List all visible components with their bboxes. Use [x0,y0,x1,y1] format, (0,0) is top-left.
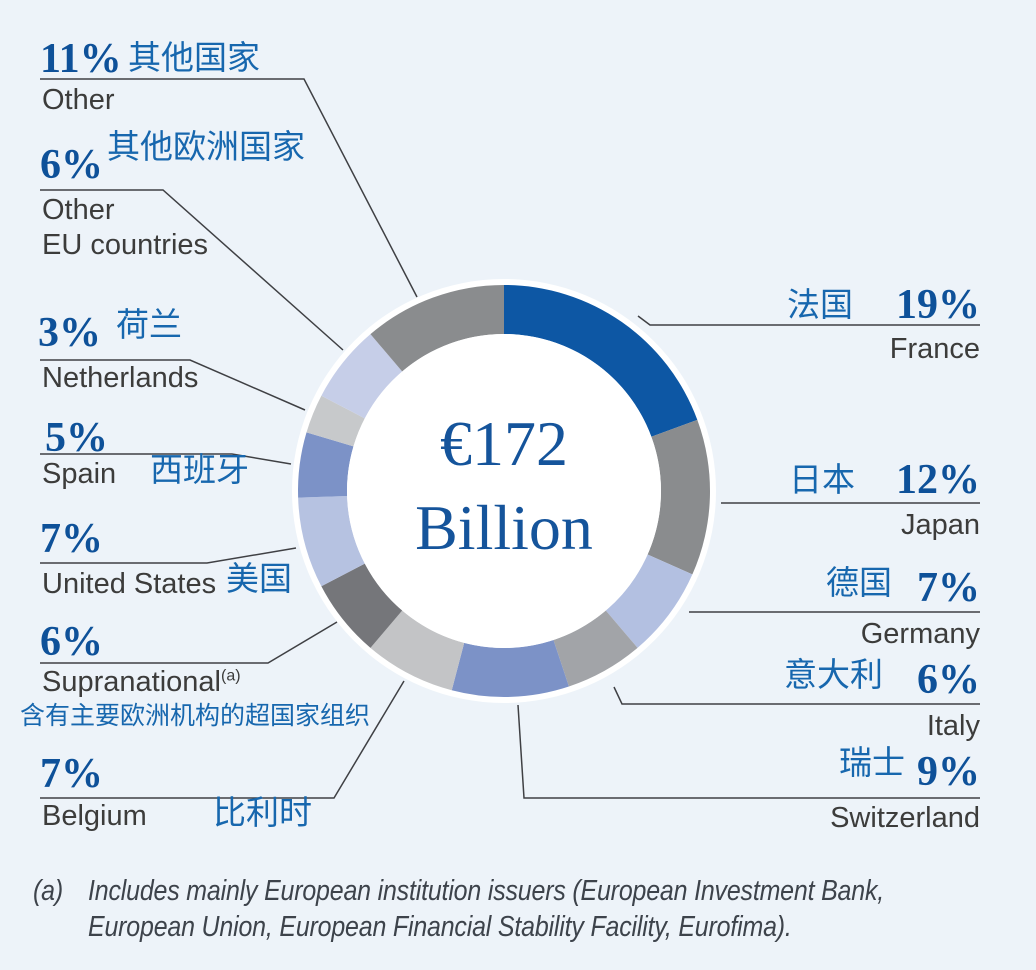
netherlands-label-en: Netherlands [42,362,199,394]
supranational-label-en: Supranational(a) [42,668,241,697]
united-states-percent: 7% [40,516,103,562]
belgium-label-en: Belgium [42,800,147,832]
leader-line-switzerland [517,704,980,799]
switzerland-label-zh: 瑞士 [839,743,905,782]
segment-switzerland [451,640,569,697]
switzerland-label-en: Switzerland [830,802,980,834]
footnote-line-2: European Union, European Financial Stabi… [88,911,792,943]
segment-belgium [370,610,465,691]
spain-label-en: Spain [42,458,117,490]
germany-label-zh: 德国 [826,563,892,602]
leader-line-other-eu [40,189,344,351]
donut-hole [347,334,661,648]
leader-line-italy [613,686,980,705]
united-states-label-en: United States [42,568,217,600]
segment-supranational [321,563,403,648]
united-states-label-zh: 美国 [226,559,292,598]
segment-spain [298,432,354,498]
leader-line-supranational [40,621,338,664]
other-eu-percent: 6% [40,142,103,188]
japan-label-zh: 日本 [789,460,855,499]
netherlands-percent: 3% [38,310,101,356]
supranational-label-zh: 含有主要欧洲机构的超国家组织 [20,701,371,730]
italy-label-en: Italy [926,710,980,742]
supranational-footnote-marker: (a) [220,667,241,685]
other-label-zh: 其他国家 [128,38,260,77]
center-total-label: €172 Billion [415,402,593,570]
leader-line-united-states [40,547,297,564]
other-percent: 11% [40,36,122,82]
leader-line-spain [40,453,292,465]
germany-label-en: Germany [860,618,980,650]
supranational-name: Supranational [42,666,221,698]
segment-netherlands [306,395,365,447]
switzerland-percent: 9% [917,749,980,795]
leader-line-france [637,315,980,326]
segment-france [504,285,698,437]
center-total-unit: Billion [415,492,593,563]
belgium-label-zh: 比利时 [213,793,312,832]
other-eu-label-en-1: Other [42,194,115,226]
france-label-en: France [889,333,980,365]
segment-other [370,285,504,372]
leader-line-other [40,78,418,298]
segment-other-eu [321,334,403,419]
leader-line-netherlands [40,359,306,411]
segment-germany [605,554,693,648]
netherlands-label-zh: 荷兰 [116,305,182,344]
japan-percent: 12% [896,457,980,503]
segment-united-states [298,496,365,587]
france-percent: 19% [896,282,980,328]
italy-label-zh: 意大利 [784,655,883,694]
supranational-percent: 6% [40,619,103,665]
other-eu-label-zh: 其他欧洲国家 [107,127,305,166]
germany-percent: 7% [917,565,980,611]
italy-percent: 6% [917,657,980,703]
segment-italy [553,610,638,687]
leader-line-belgium [40,680,405,799]
footnote-marker: (a) [33,875,63,907]
segment-japan [647,419,710,575]
belgium-percent: 7% [40,751,103,797]
spain-label-zh: 西班牙 [150,450,249,489]
france-label-zh: 法国 [787,285,853,324]
japan-label-en: Japan [900,509,980,541]
other-eu-label-en-2: EU countries [42,229,209,261]
spain-percent: 5% [45,415,108,461]
footnote-line-1: Includes mainly European institution iss… [88,875,885,907]
center-total-value: €172 [440,408,568,479]
other-label-en: Other [42,84,115,116]
